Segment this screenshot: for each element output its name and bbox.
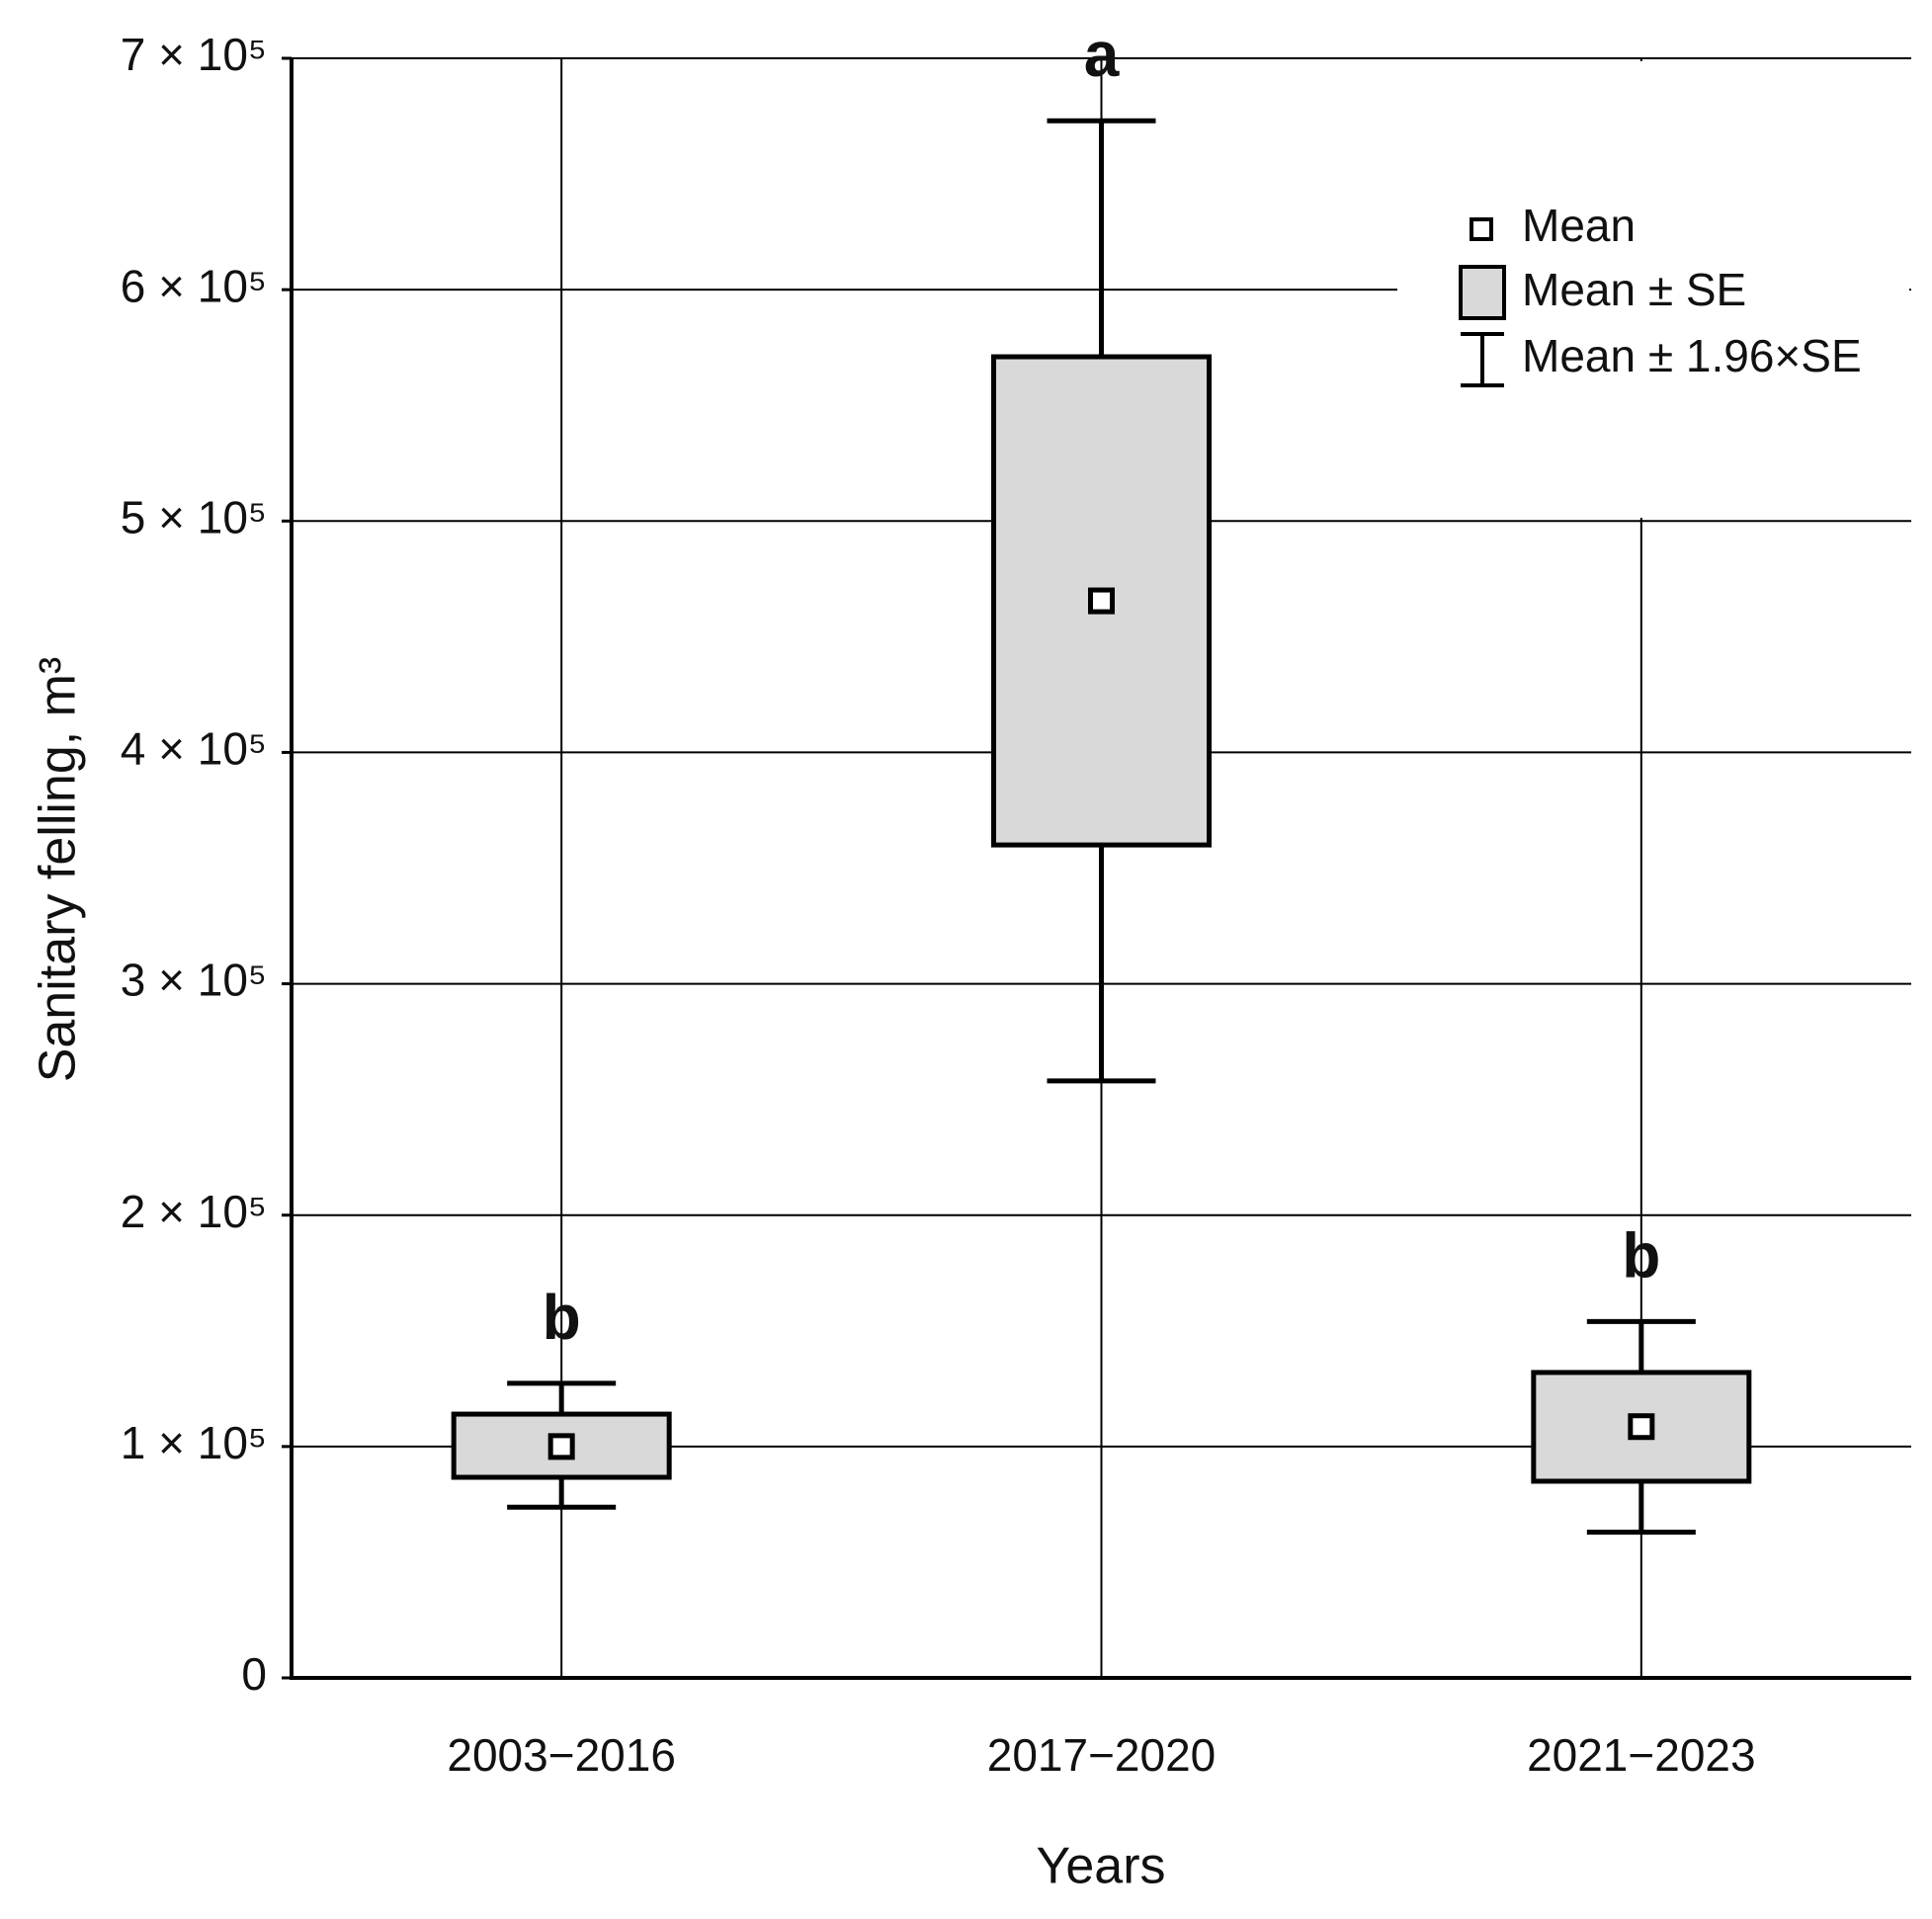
mean-marker [547,1433,575,1460]
upper-whisker [1586,1318,1696,1373]
legend-label: Mean ± SE [1522,264,1746,315]
legend-label: Mean ± 1.96×SE [1522,330,1862,381]
lower-whisker [1047,845,1156,1084]
legend-mean-icon [1470,217,1493,241]
legend-label: Mean [1522,200,1636,251]
significance-letter: b [1622,1219,1660,1291]
legend-ci-icon [1461,332,1504,387]
lower-whisker [507,1477,617,1510]
x-tick-label: 2017−2020 [987,1729,1217,1781]
axes [290,58,1911,1680]
upper-whisker [1047,118,1156,358]
x-tick-label: 2021−2023 [1527,1729,1756,1781]
x-axis-title: Years [1036,1838,1165,1895]
y-tick-label: 7 × 10⁵ [121,29,267,80]
legend-se-icon [1459,265,1506,320]
y-tick-label: 2 × 10⁵ [121,1186,267,1237]
mean-marker [1088,587,1115,615]
y-tick-label: 6 × 10⁵ [121,260,267,311]
significance-letter: a [1084,19,1120,90]
marks: b a b [451,19,1752,1535]
y-tick-label: 1 × 10⁵ [121,1417,267,1468]
significance-letter: b [543,1282,581,1353]
x-tick-label: 2003−2016 [447,1729,676,1781]
lower-whisker [1586,1480,1696,1535]
y-axis-title: Sanitary felling, m³ [30,657,87,1083]
se-box [1531,1370,1752,1484]
y-tick-label: 4 × 10⁵ [121,723,267,775]
mean-marker [1628,1413,1655,1441]
legend: Mean Mean ± SE Mean ± 1.96×SE [1459,200,1862,387]
y-tick-label: 5 × 10⁵ [121,491,267,542]
y-tick-label: 0 [241,1648,267,1700]
upper-whisker [507,1380,617,1415]
y-tick-label: 3 × 10⁵ [121,955,267,1006]
